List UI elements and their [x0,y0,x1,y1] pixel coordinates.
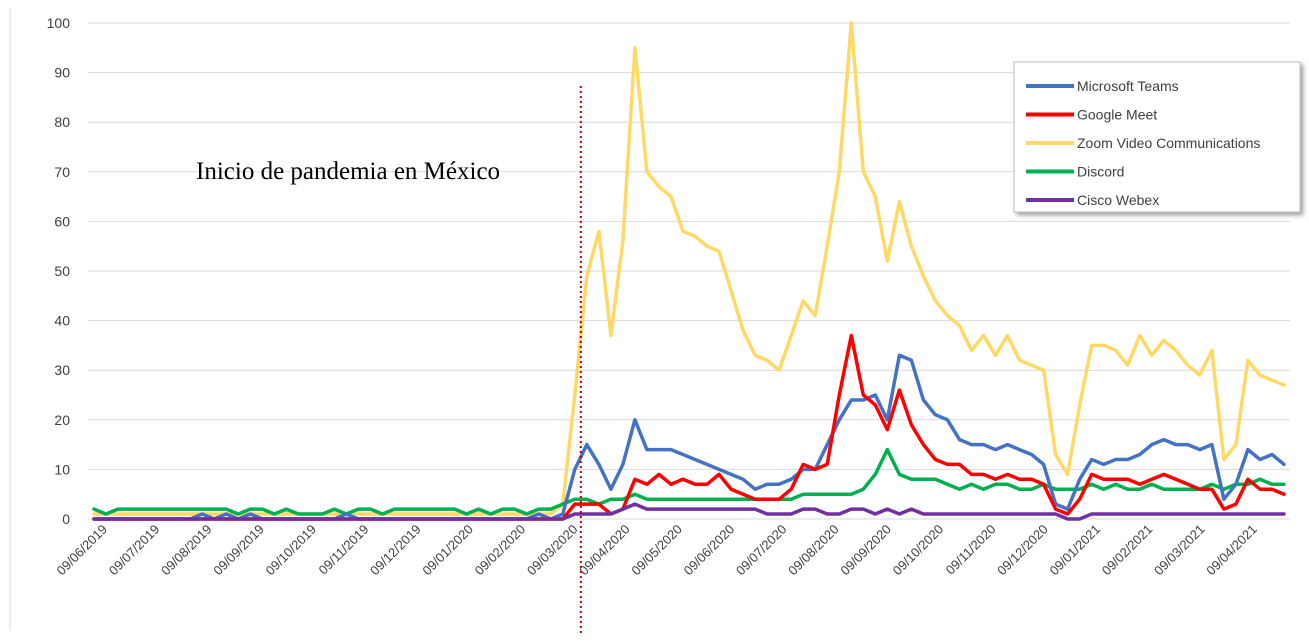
series-lines [92,21,1286,521]
series-line-cisco-webex [92,502,1286,521]
x-tick-label: 09/02/2021 [1099,522,1156,579]
y-tick-label: 40 [54,313,70,329]
y-tick-label: 100 [47,15,71,31]
x-tick-label: 09/03/2020 [524,522,581,579]
legend[interactable]: Microsoft Teams Google Meet Zoom Video Com… [1013,61,1301,213]
y-axis-tick-labels: 0 10 20 30 40 50 60 70 80 90 100 [47,15,71,527]
y-tick-label: 60 [54,213,70,229]
legend-label: Google Meet [1077,107,1157,123]
series-line-google-meet [92,333,1286,521]
legend-label: Discord [1077,164,1124,180]
x-tick-label: 09/12/2019 [367,522,424,579]
x-tick-label: 09/07/2019 [106,522,163,579]
pandemic-annotation: Inicio de pandemia en México [196,158,500,185]
y-tick-label: 10 [54,461,70,477]
legend-items: Microsoft Teams Google Meet Zoom Video Com… [1026,78,1260,208]
x-tick-label: 09/04/2021 [1203,522,1260,579]
legend-label: Zoom Video Communications [1077,135,1260,151]
y-tick-label: 80 [54,114,70,130]
y-tick-label: 0 [62,511,70,527]
legend-label: Microsoft Teams [1077,78,1179,94]
x-tick-label: 09/02/2020 [472,522,529,579]
x-tick-label: 09/06/2020 [681,522,738,579]
x-tick-label: 09/11/2020 [943,522,999,578]
x-tick-label: 09/04/2020 [576,522,633,579]
x-tick-label: 09/06/2019 [54,522,111,579]
legend-label: Cisco Webex [1077,192,1159,208]
x-tick-label: 09/08/2020 [785,522,842,579]
x-tick-label: 09/10/2019 [263,522,320,579]
series-line-zoom-video-communications [92,21,1286,516]
y-tick-label: 90 [54,65,70,81]
x-tick-label: 09/09/2020 [837,522,894,579]
x-tick-label: 09/08/2019 [158,522,215,579]
x-tick-label: 09/11/2019 [315,522,371,578]
y-tick-label: 70 [54,164,70,180]
series-line-microsoft-teams [92,353,1286,521]
y-tick-label: 30 [54,362,70,378]
y-tick-label: 20 [54,412,70,428]
x-tick-label: 09/05/2020 [628,522,685,579]
x-tick-label: 09/01/2020 [419,522,476,579]
x-axis-tick-labels: 09/06/201909/07/201909/08/201909/09/2019… [54,522,1260,579]
x-tick-label: 09/10/2020 [890,522,947,579]
x-tick-label: 09/07/2020 [733,522,790,579]
x-tick-label: 09/09/2019 [210,522,267,579]
x-tick-label: 09/12/2020 [994,522,1051,579]
x-tick-label: 09/01/2021 [1046,522,1103,579]
y-tick-label: 50 [54,263,70,279]
x-tick-label: 09/03/2021 [1151,522,1208,579]
